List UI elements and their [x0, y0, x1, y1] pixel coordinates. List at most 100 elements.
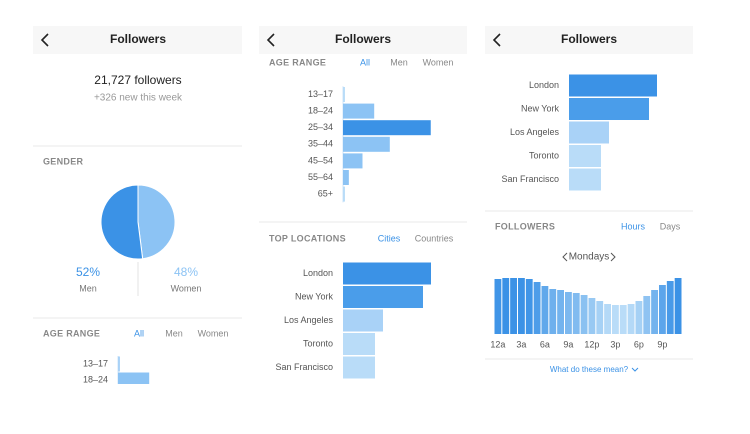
x-tick-label: 6p — [634, 339, 644, 349]
bar-label: 13–17 — [83, 358, 108, 368]
bar-label: 25–34 — [308, 122, 333, 132]
bar — [580, 295, 588, 334]
tab[interactable]: All — [360, 57, 370, 67]
tab[interactable]: Days — [660, 221, 681, 231]
tab[interactable]: Countries — [415, 233, 454, 243]
bar-label: Toronto — [303, 338, 333, 348]
followers-count: 21,727 followers — [94, 73, 181, 87]
pie-slice — [100, 184, 144, 260]
bar-label: New York — [295, 291, 334, 301]
pie-value-label: 48% — [174, 265, 198, 279]
prev-day[interactable] — [562, 252, 568, 262]
x-tick-label: 9p — [657, 339, 667, 349]
bar — [643, 296, 651, 334]
tab[interactable]: Women — [198, 328, 229, 338]
bar-label: London — [303, 268, 333, 278]
tab[interactable]: Cities — [378, 233, 401, 243]
tab[interactable]: Men — [390, 57, 408, 67]
bar — [627, 304, 635, 334]
tab[interactable]: Women — [423, 57, 454, 67]
x-tick-label: 3p — [610, 339, 620, 349]
bar — [549, 289, 557, 334]
bar-label: 45–54 — [308, 155, 333, 165]
bar — [569, 121, 609, 144]
bar-label: Toronto — [529, 150, 559, 160]
bar — [569, 98, 649, 120]
header-bar — [33, 26, 242, 54]
bar — [510, 278, 517, 334]
x-tick-label: 12a — [490, 339, 505, 349]
bar-label: New York — [521, 103, 560, 113]
header-title: Followers — [335, 32, 391, 46]
bar — [612, 305, 619, 334]
section-title: AGE RANGE — [269, 57, 326, 67]
bar-label: 35–44 — [308, 139, 333, 149]
bar — [343, 286, 423, 308]
next-day[interactable] — [610, 252, 616, 262]
bar-label: 13–17 — [308, 89, 333, 99]
tab[interactable]: All — [134, 328, 144, 338]
x-tick-label: 6a — [540, 339, 550, 349]
bar — [588, 298, 596, 334]
bar — [343, 87, 345, 102]
bar — [635, 301, 643, 334]
bar — [666, 281, 674, 334]
section-title: TOP LOCATIONS — [269, 233, 346, 243]
bar-label: San Francisco — [275, 362, 333, 372]
legend-label: Women — [171, 283, 202, 293]
bar — [343, 333, 375, 355]
bar-label: 18–24 — [83, 374, 108, 384]
header-bar — [485, 26, 693, 54]
pie-value-label: 52% — [76, 265, 100, 279]
bar — [565, 292, 572, 334]
back-button[interactable] — [492, 33, 501, 47]
back-button[interactable] — [40, 33, 49, 47]
header-bar — [259, 26, 467, 54]
bar — [674, 278, 682, 334]
bar-label: San Francisco — [501, 174, 559, 184]
bar-label: 18–24 — [308, 105, 333, 115]
bar — [343, 153, 363, 169]
legend-label: Men — [79, 283, 97, 293]
bar — [343, 170, 349, 185]
x-tick-label: 3a — [516, 339, 526, 349]
bar — [494, 279, 502, 334]
day-label: Mondays — [569, 252, 610, 263]
bar — [557, 290, 564, 334]
section-title: AGE RANGE — [43, 328, 100, 338]
bar — [343, 309, 383, 332]
bar — [569, 168, 601, 191]
bar — [343, 103, 375, 119]
bar — [572, 293, 580, 334]
bar — [343, 120, 431, 136]
bar — [502, 278, 510, 334]
bar — [604, 304, 611, 334]
bar — [525, 279, 533, 334]
tab[interactable]: Hours — [621, 221, 646, 231]
bar — [651, 290, 658, 334]
bar — [343, 356, 375, 379]
pie-slice — [137, 184, 176, 260]
bar — [343, 186, 345, 202]
bar — [343, 136, 390, 152]
bar — [118, 356, 120, 372]
bar-label: Los Angeles — [284, 315, 334, 325]
bar-label: 55–64 — [308, 172, 333, 182]
bar-label: London — [529, 80, 559, 90]
header-title: Followers — [110, 32, 166, 46]
bar — [343, 262, 431, 285]
bar — [541, 286, 549, 334]
help-link[interactable]: What do these mean? — [550, 365, 629, 374]
bar — [596, 301, 604, 334]
bar — [533, 282, 541, 334]
x-tick-label: 12p — [584, 339, 599, 349]
header-title: Followers — [561, 32, 617, 46]
tab[interactable]: Men — [165, 328, 183, 338]
bar — [569, 145, 601, 167]
x-tick-label: 9a — [563, 339, 573, 349]
bar — [569, 74, 657, 97]
back-button[interactable] — [266, 33, 275, 47]
section-title: GENDER — [43, 156, 84, 166]
link-chevron — [631, 367, 639, 372]
